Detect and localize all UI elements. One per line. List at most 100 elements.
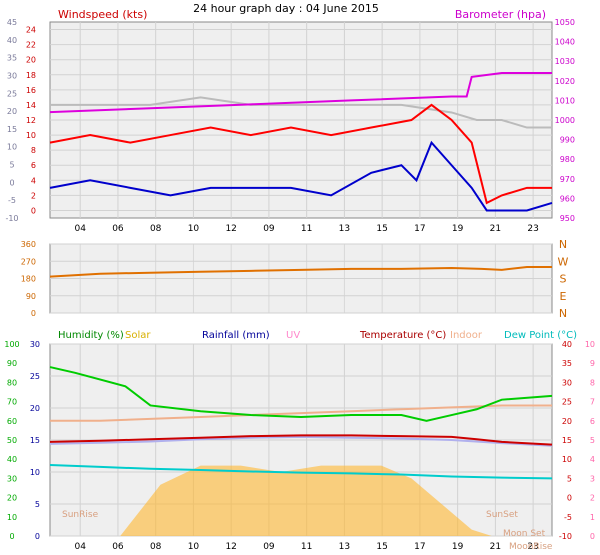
x-tick-label: 08	[150, 542, 162, 552]
x-tick-label: 08	[150, 224, 162, 234]
direction-tick-label: 270	[21, 257, 36, 266]
temperature-tick-label: 10	[562, 455, 572, 464]
humidity-tick-label: 90	[7, 359, 17, 368]
right-tick-label: 950	[560, 214, 575, 223]
right-tick-label: 980	[560, 155, 575, 164]
x-tick-label: 17	[414, 542, 425, 552]
temperature-tick-label: 35	[562, 359, 572, 368]
wind-panel-left-title: Windspeed (kts)	[58, 8, 147, 21]
direction-tick-label: 180	[21, 275, 36, 284]
compass-label: E	[560, 290, 567, 303]
x-tick-label: 19	[452, 542, 464, 552]
outer-left-tick-label: 30	[7, 71, 17, 80]
x-tick-label: 17	[414, 224, 425, 234]
uv-tick-label: 9	[590, 359, 595, 368]
indoor-temp-series	[50, 404, 552, 422]
x-tick-label: 11	[301, 542, 312, 552]
x-tick-label: 06	[112, 542, 124, 552]
outer-left-tick-label: -10	[5, 214, 18, 223]
uv-tick-label: 6	[590, 417, 595, 426]
humidity-tick-label: 40	[7, 455, 17, 464]
left-tick-label: 16	[26, 86, 36, 95]
humidity-series	[49, 366, 553, 422]
compass-label: W	[558, 255, 569, 268]
x-tick-label: 09	[263, 224, 275, 234]
uv-tick-label: 2	[590, 494, 595, 503]
temperature-tick-label: 30	[562, 378, 572, 387]
compass-label: N	[559, 307, 567, 320]
right-tick-label: 1050	[555, 18, 575, 27]
sun-moon-annotation: SunRise	[62, 510, 99, 520]
wind-speed-series	[49, 140, 553, 212]
compass-label: N	[559, 238, 567, 251]
left-tick-label: 2	[31, 191, 36, 200]
rain-tick-label: 20	[30, 404, 40, 413]
outer-left-tick-label: 5	[9, 161, 14, 170]
right-tick-label: 1030	[555, 57, 575, 66]
outer-left-tick-label: 0	[9, 178, 14, 187]
outer-left-tick-label: 45	[7, 18, 17, 27]
outer-left-tick-label: 10	[7, 143, 17, 152]
humidity-tick-label: 10	[7, 513, 17, 522]
x-tick-label: 21	[490, 542, 501, 552]
humidity-tick-label: 0	[9, 532, 14, 541]
uv-tick-label: 7	[590, 398, 595, 407]
x-tick-label: 23	[527, 542, 538, 552]
temperature-tick-label: 0	[567, 494, 572, 503]
left-tick-label: 6	[31, 161, 36, 170]
uv-tick-label: 1	[590, 513, 595, 522]
temperature-tick-label: -10	[559, 532, 572, 541]
x-tick-label: 11	[301, 224, 312, 234]
humidity-tick-label: 60	[7, 417, 17, 426]
temperature-tick-label: -5	[564, 513, 572, 522]
direction-tick-label: 90	[26, 292, 36, 301]
uv-tick-label: 3	[590, 474, 595, 483]
uv-tick-label: 5	[590, 436, 595, 445]
humidity-tick-label: 30	[7, 474, 17, 483]
x-tick-label: 19	[452, 224, 464, 234]
rain-tick-label: 25	[30, 372, 40, 381]
temperature-tick-label: 20	[562, 417, 572, 426]
x-tick-label: 12	[225, 542, 236, 552]
apparent-temp-series	[49, 435, 553, 447]
left-tick-label: 24	[26, 26, 36, 35]
outer-left-tick-label: -5	[8, 196, 16, 205]
sun-moon-annotation: MoonRise	[509, 542, 553, 552]
dew-point-series	[49, 463, 553, 480]
left-tick-label: 22	[26, 41, 36, 50]
x-tick-label: 21	[490, 224, 501, 234]
left-tick-label: 0	[31, 206, 36, 215]
legend-item: Solar	[125, 330, 151, 341]
right-tick-label: 990	[560, 136, 575, 145]
left-tick-label: 12	[26, 116, 36, 125]
solar-series	[50, 465, 552, 536]
humidity-tick-label: 70	[7, 398, 17, 407]
x-tick-label: 10	[188, 542, 200, 552]
left-tick-label: 20	[26, 56, 36, 65]
left-tick-label: 8	[31, 146, 36, 155]
outer-left-tick-label: 20	[7, 107, 17, 116]
uv-tick-label: 4	[590, 455, 595, 464]
uv-tick-label: 8	[590, 378, 595, 387]
wind-direction-series	[49, 266, 552, 278]
left-tick-label: 10	[26, 131, 36, 140]
right-tick-label: 1010	[555, 96, 575, 105]
gust-avg-series	[50, 96, 552, 129]
legend-item: Indoor	[450, 330, 483, 341]
legend-item: UV	[286, 330, 300, 341]
legend-item: Humidity (%)	[58, 330, 124, 341]
left-tick-label: 18	[26, 71, 36, 80]
direction-tick-label: 0	[31, 309, 36, 318]
wind-gust-series	[49, 103, 552, 205]
x-tick-label: 06	[112, 224, 124, 234]
legend-item: Dew Point (°C)	[504, 330, 577, 341]
page-title: 24 hour graph day : 04 June 2015	[193, 2, 379, 15]
humidity-tick-label: 50	[7, 436, 17, 445]
right-tick-label: 1040	[555, 38, 575, 47]
outer-left-tick-label: 35	[7, 54, 17, 63]
outer-left-tick-label: 40	[7, 36, 17, 45]
x-tick-label: 04	[74, 542, 86, 552]
rain-tick-label: 10	[30, 468, 40, 477]
humidity-tick-label: 100	[4, 340, 19, 349]
